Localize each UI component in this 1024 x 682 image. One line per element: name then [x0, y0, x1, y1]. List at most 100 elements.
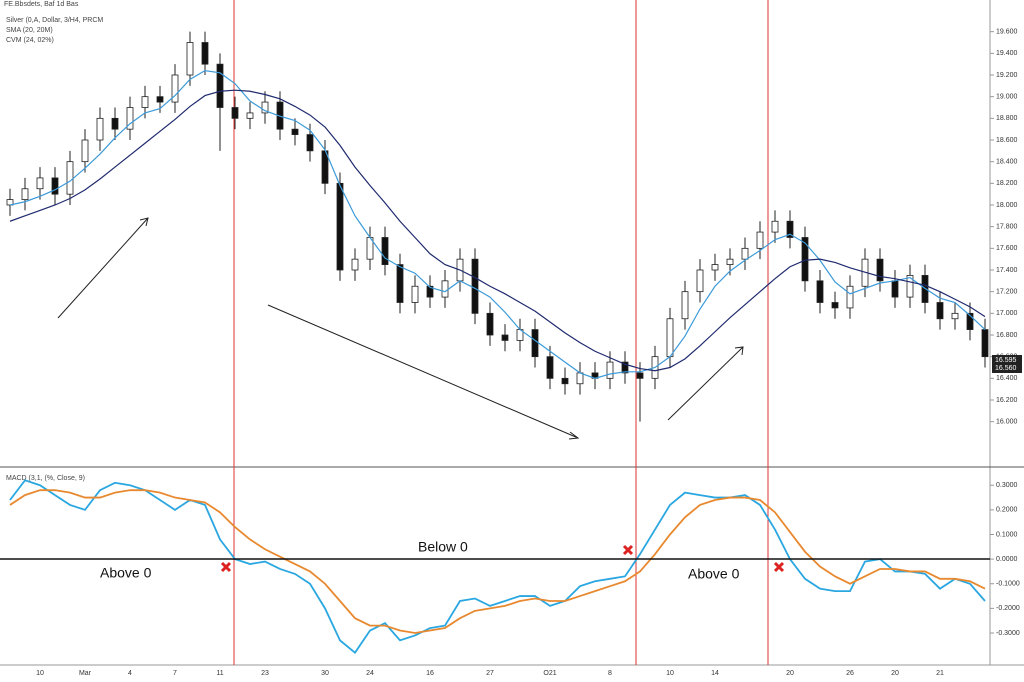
y-tick-label: 18.200 [996, 180, 1018, 187]
x-tick-label: 30 [321, 670, 329, 677]
candle-body [396, 264, 404, 303]
candle-body [816, 280, 824, 303]
x-tick-label: 27 [486, 670, 494, 677]
candle-body [621, 361, 629, 374]
x-tick-label: 4 [128, 670, 132, 677]
x-tick-label: 20 [891, 670, 899, 677]
x-tick-label: 11 [216, 670, 223, 677]
last-price: 16.595 [995, 357, 1017, 364]
arrow-head [568, 431, 580, 440]
candle-body [666, 318, 674, 358]
candle-body [246, 112, 254, 119]
candle-body [951, 312, 959, 320]
arrow-head [139, 217, 149, 227]
y-tick-label: 0.1000 [996, 531, 1018, 538]
annotation: Below 0 [418, 539, 468, 555]
x-tick-label: Mar [79, 670, 92, 677]
candle-body [36, 177, 44, 190]
candle-body [576, 372, 584, 385]
cross [220, 561, 232, 573]
candle-body [261, 101, 269, 114]
candle-body [876, 258, 884, 282]
legend-item: CVM (24, 02%) [6, 37, 54, 44]
candle-body [981, 329, 989, 358]
candle-body [936, 302, 944, 320]
line-series [9, 489, 986, 634]
candle-body [726, 258, 734, 265]
candle-body [156, 96, 164, 103]
y-tick-label: 17.000 [996, 310, 1018, 317]
candle-body [111, 117, 119, 130]
y-tick-label: -0.2000 [996, 605, 1020, 612]
y-tick-label: 0.3000 [996, 482, 1018, 489]
y-tick-label: 16.400 [996, 375, 1018, 382]
y-tick-label: 16.200 [996, 397, 1018, 404]
y-tick-label: 18.600 [996, 137, 1018, 144]
x-tick-label: 10 [36, 670, 44, 677]
x-tick-label: 14 [711, 670, 719, 677]
y-tick-label: 16.800 [996, 332, 1018, 339]
candle-body [531, 329, 539, 358]
y-tick-label: 0.2000 [996, 507, 1018, 514]
x-tick-label: 20 [786, 670, 794, 677]
x-tick-label: O21 [543, 670, 556, 677]
y-tick-label: 17.200 [996, 289, 1018, 296]
candle-body [186, 42, 194, 76]
candle-body [831, 302, 839, 309]
candle-body [426, 285, 434, 298]
x-tick-label: 16 [426, 670, 434, 677]
candle-body [606, 361, 614, 379]
y-tick-label: 18.000 [996, 202, 1018, 209]
legend-item: Silver (0,A, Dollar, 3/H4, PRCM [6, 17, 103, 24]
arrow [57, 217, 149, 319]
cross-markers [220, 544, 785, 573]
candle-body [81, 139, 89, 163]
y-tick-label: 16.000 [996, 419, 1018, 426]
annotation: Above 0 [688, 566, 740, 582]
x-tick-label: 7 [173, 670, 177, 677]
candle-body [501, 334, 509, 341]
candle-body [231, 107, 239, 119]
candle-body [966, 312, 974, 330]
y-tick-label: 18.800 [996, 115, 1018, 122]
legend-item: SMA (20, 20M) [6, 27, 53, 34]
candle-body [756, 231, 764, 249]
plot: 19.600 19.400 19.200 19.000 18.800 18.600 18.4… [6, 29, 1020, 677]
y-tick-label: 17.600 [996, 245, 1018, 252]
candle-body [891, 280, 899, 298]
candle-body [786, 220, 794, 238]
candle-body [711, 264, 719, 271]
y-tick-label: 19.600 [996, 29, 1018, 36]
last-price: 16.560 [995, 365, 1017, 372]
x-tick-label: 24 [366, 670, 374, 677]
candle-body [216, 63, 224, 108]
y-tick-label: 19.000 [996, 94, 1018, 101]
y-tick-label: 17.400 [996, 267, 1018, 274]
candle-body [126, 107, 134, 130]
candle-body [96, 117, 104, 141]
candle-body [381, 237, 389, 265]
arrow [267, 304, 579, 439]
candle-body [171, 74, 179, 103]
candle-body [21, 188, 29, 200]
x-tick-label: 8 [608, 670, 612, 677]
candle-body [486, 312, 494, 336]
candle-body [51, 177, 59, 195]
line-series [9, 89, 986, 372]
y-tick-label: 17.800 [996, 224, 1018, 231]
y-tick-label: -0.3000 [996, 630, 1020, 637]
candle-body [351, 258, 359, 271]
x-tick-label: 23 [261, 670, 269, 677]
y-tick-label: 0.0000 [996, 556, 1018, 563]
candle-body [471, 258, 479, 314]
x-tick-label: 21 [936, 670, 944, 677]
arrow [667, 346, 744, 421]
candle-body [336, 182, 344, 271]
annotation: Above 0 [100, 565, 152, 581]
x-tick-label: 10 [666, 670, 674, 677]
candle-body [561, 377, 569, 385]
cross [773, 561, 785, 573]
line-series [9, 70, 986, 379]
macd-title: MACD (3,1, (%, Close, 9) [6, 475, 85, 482]
